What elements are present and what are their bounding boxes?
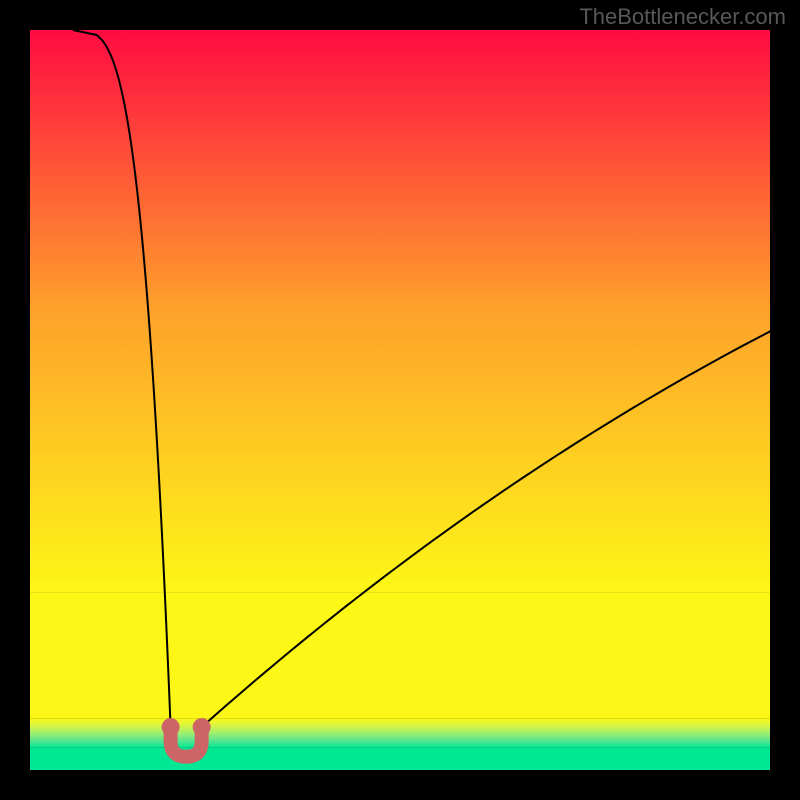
- watermark-text: TheBottlenecker.com: [579, 4, 786, 30]
- stage: TheBottlenecker.com: [0, 0, 800, 800]
- bg-gradient-top: [30, 30, 770, 592]
- bg-yellow-band: [30, 592, 770, 718]
- bg-gradient-bottom: [30, 718, 770, 748]
- bg-green-base: [30, 748, 770, 770]
- plot-svg: [0, 0, 800, 800]
